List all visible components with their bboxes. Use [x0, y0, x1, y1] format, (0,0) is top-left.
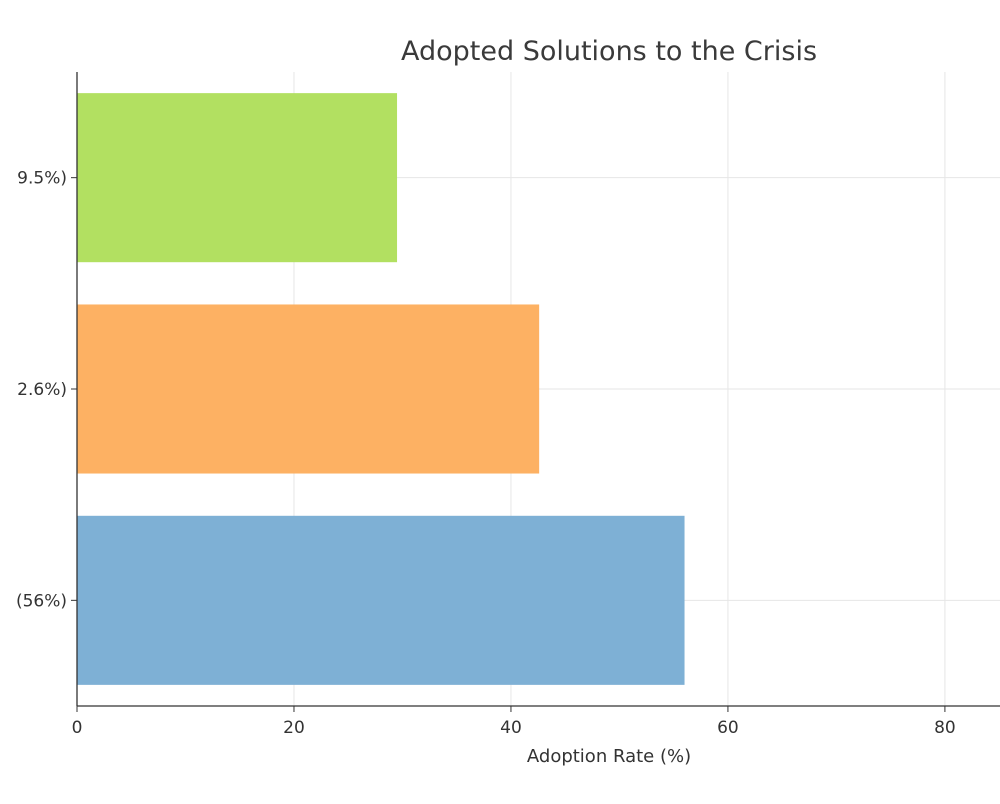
x-tick-label: 20	[283, 718, 305, 738]
x-tick-label: 0	[72, 718, 83, 738]
chart-title: Adopted Solutions to the Crisis	[401, 36, 817, 67]
bar	[77, 515, 685, 685]
bar	[77, 304, 540, 474]
x-tick-label: 60	[717, 718, 739, 738]
bars	[77, 93, 685, 685]
x-tick-label: 40	[500, 718, 522, 738]
y-tick-label: 2.6%)	[17, 380, 67, 400]
y-tick-label: 9.5%)	[17, 169, 67, 189]
x-axis-label: Adoption Rate (%)	[527, 746, 691, 767]
x-tick-label: 80	[934, 718, 956, 738]
bar	[77, 93, 398, 263]
axes: 0 20 40 60 80 (56%) 2.6%) 9.5%)	[16, 72, 1000, 738]
y-tick-label: (56%)	[16, 591, 67, 611]
